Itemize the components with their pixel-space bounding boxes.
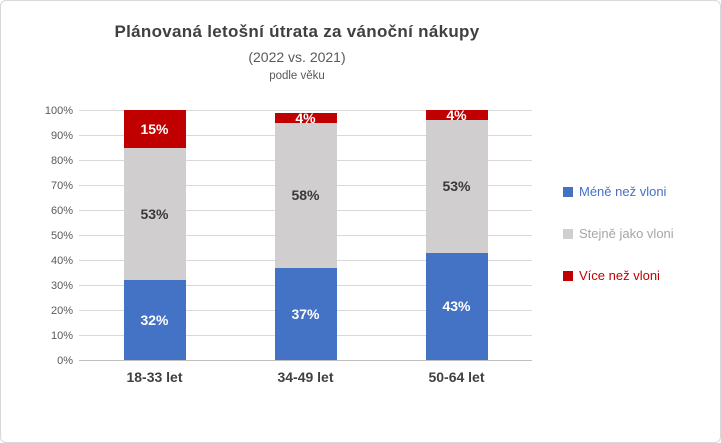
y-axis-label: 0% [57,355,73,367]
y-axis-label: 70% [50,180,73,192]
y-axis-label: 90% [50,130,73,142]
bar-segment: 58% [274,122,337,268]
bar-segment: 15% [123,110,186,148]
y-axis-label: 100% [44,105,73,117]
y-axis-label: 50% [50,230,73,242]
bar-segment: 53% [123,147,186,280]
data-label: 32% [140,312,169,328]
data-label: 43% [442,298,471,315]
stacked-bar-34-49-let: 37% 58% 4% [274,109,337,360]
data-label: 37% [291,305,320,322]
category-label: 34-49 let [277,369,334,385]
y-axis: 0% 10% 20% 30% 40% 50% 60% 70% 80% 90% 100% [1,105,73,367]
y-axis-label: 80% [50,155,73,167]
legend-label: Stejně jako vloni [579,226,674,241]
stacked-bar-50-64-let: 43% 53% 4% [425,107,488,360]
plot-area: 32% 53% 15% 37% 58% 4% 43% 53% 4% [79,107,532,361]
data-label: 53% [442,178,471,195]
data-label: 58% [291,187,320,203]
data-label: 4% [295,109,316,126]
x-axis-line [79,360,532,361]
y-axis-label: 40% [50,255,73,267]
data-label: 15% [140,120,169,137]
y-axis-label: 10% [50,330,73,342]
bar-segment: 37% [274,267,337,360]
category-label: 50-64 let [428,369,485,385]
legend-item: Více než vloni [563,268,674,283]
bar-segment: 4% [425,107,488,123]
gridline [79,110,532,111]
legend-item: Méně než vloni [563,184,674,199]
legend-swatch-icon [563,270,573,281]
legend-label: Více než vloni [579,268,660,283]
bar-segment: 4% [274,109,337,126]
bar-segment: 43% [425,252,488,360]
data-label: 4% [446,107,467,123]
legend-swatch-icon [563,186,573,197]
bar-segment: 32% [123,280,186,360]
bar-segment: 53% [425,120,488,253]
y-axis-label: 60% [50,205,73,217]
data-label: 53% [140,205,169,222]
legend: Méně než vloni Stejně jako vloni Více než … [563,184,674,283]
chart-subtitle: (2022 vs. 2021) [248,49,346,65]
y-axis-label: 20% [50,305,73,317]
legend-label: Méně než vloni [579,184,667,199]
legend-item: Stejně jako vloni [563,226,674,241]
chart-title: Plánovaná letošní útrata za vánoční náku… [114,22,480,41]
x-axis-labels: 18-33 let 34-49 let 50-64 let [79,369,532,385]
chart-subtitle-age: podle věku [269,70,325,82]
category-label: 18-33 let [126,369,183,385]
y-axis-label: 30% [50,280,73,292]
stacked-bar-18-33-let: 32% 53% 15% [123,110,186,360]
legend-swatch-icon [563,228,573,239]
